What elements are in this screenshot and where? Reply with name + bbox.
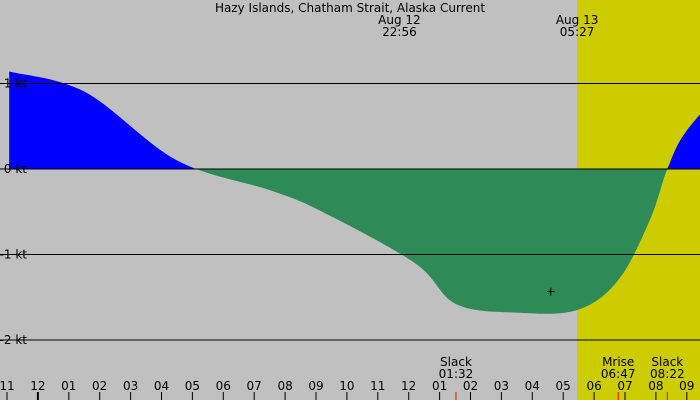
hour-tick-label: 03 <box>123 379 138 393</box>
hour-tick-label: 12 <box>401 379 416 393</box>
hour-tick-label: 01 <box>432 379 447 393</box>
hour-tick-label: 01 <box>61 379 76 393</box>
y-tick-label: 0 kt <box>4 162 27 176</box>
hour-tick-label: 11 <box>0 379 15 393</box>
y-tick-label: 1 kt <box>4 77 27 91</box>
top-label-date: Aug 13 <box>556 13 599 27</box>
hour-ticks: 11 12 01 02 03 04 05 06 07 08 09 10 11 12 01 02 03 04 05 06… <box>0 379 694 400</box>
hour-tick-label: 10 <box>339 379 354 393</box>
hour-tick-label: 05 <box>556 379 571 393</box>
event-label-time: 06:47 <box>601 367 636 381</box>
hour-tick-label: 02 <box>463 379 478 393</box>
bottom-event-labels: Slack01:32Mrise06:47Slack08:22Slack14:20… <box>439 355 685 381</box>
hour-tick-label: 09 <box>308 379 323 393</box>
y-tick-label: -2 kt <box>0 333 27 347</box>
hour-tick-label: 07 <box>617 379 632 393</box>
top-label-date: Aug 12 <box>378 13 421 27</box>
gridlines <box>0 83 700 341</box>
hour-tick-label: 11 <box>370 379 385 393</box>
hour-tick-label: 12 <box>30 379 45 393</box>
hour-tick-label: 05 <box>185 379 200 393</box>
hour-tick-label: 08 <box>277 379 292 393</box>
event-label-name: Slack <box>651 355 683 369</box>
y-axis-labels: 1 kt 0 kt -1 kt -2 kt <box>0 77 27 348</box>
hour-tick-label: 06 <box>216 379 231 393</box>
flood-area <box>9 71 700 169</box>
chart-title: Hazy Islands, Chatham Strait, Alaska Cur… <box>215 1 485 15</box>
hour-tick-label: 02 <box>92 379 107 393</box>
top-label-time: 05:27 <box>560 25 595 39</box>
event-label-time: 01:32 <box>439 367 474 381</box>
current-areas <box>9 71 700 314</box>
hour-tick-label: 04 <box>154 379 169 393</box>
y-tick-label: -1 kt <box>0 248 27 262</box>
hour-tick-label: 08 <box>648 379 663 393</box>
top-label-time: 22:56 <box>382 25 417 39</box>
hour-tick-label: 04 <box>525 379 540 393</box>
hour-tick-label: 03 <box>494 379 509 393</box>
crosshair-marker: + <box>546 284 556 298</box>
event-label-name: Mrise <box>602 355 634 369</box>
hour-tick-label: 06 <box>586 379 601 393</box>
ebb-area <box>9 169 700 314</box>
markers: + <box>546 284 556 298</box>
hour-tick-label: 09 <box>679 379 694 393</box>
event-label-time: 08:22 <box>650 367 685 381</box>
event-label-name: Slack <box>440 355 472 369</box>
hour-tick-label: 07 <box>247 379 262 393</box>
